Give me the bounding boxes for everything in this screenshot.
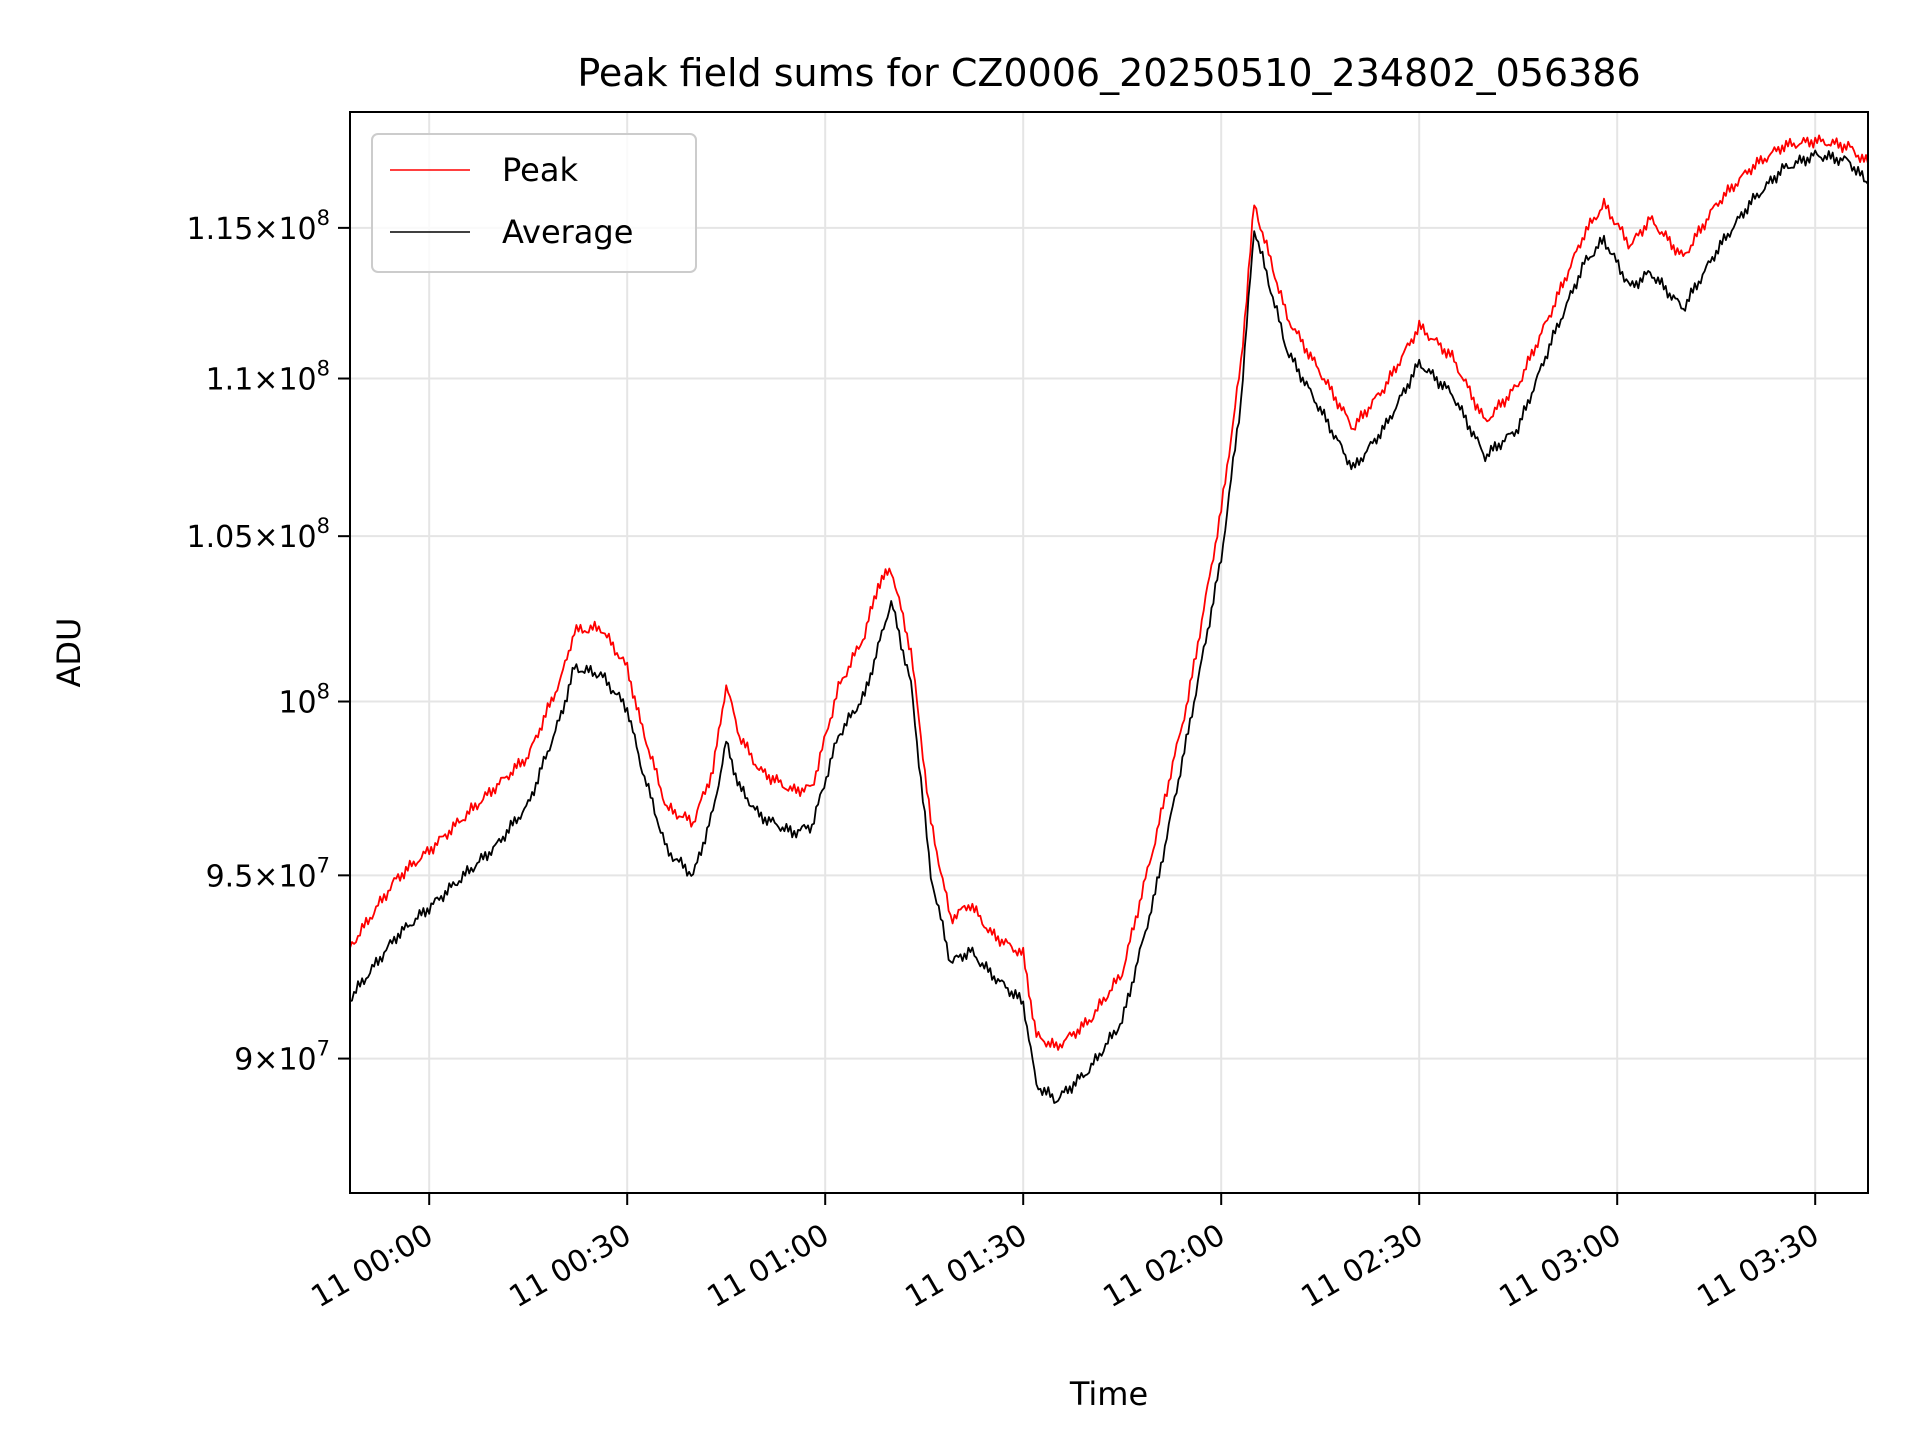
- y-tick-label: 9.5×107: [206, 853, 330, 894]
- y-tick-label: 9×107: [234, 1037, 330, 1078]
- plot-frame: [349, 111, 1869, 1194]
- series-layer: [349, 134, 1869, 1104]
- legend-label-average: Average: [502, 213, 633, 251]
- legend-label-peak: Peak: [502, 151, 578, 189]
- y-tick-label: 1.1×108: [206, 357, 330, 398]
- y-axis-label: ADU: [50, 618, 88, 688]
- y-axis: 9×107 9.5×107 108 1.05×108 1.1×108 1.15×108: [187, 206, 350, 1078]
- series-line-peak: [349, 134, 1869, 1051]
- x-axis-label: Time: [1069, 1375, 1148, 1413]
- series-line-average: [349, 149, 1869, 1104]
- grid: [350, 112, 1868, 1193]
- y-tick-label: 1.05×108: [187, 514, 330, 555]
- legend-box: [371, 133, 697, 273]
- chart-title: Peak field sums for CZ0006_20250510_2348…: [577, 51, 1640, 95]
- y-tick-label: 108: [278, 680, 330, 721]
- y-tick-label: 1.15×108: [187, 206, 330, 247]
- legend: Peak Average: [371, 133, 697, 273]
